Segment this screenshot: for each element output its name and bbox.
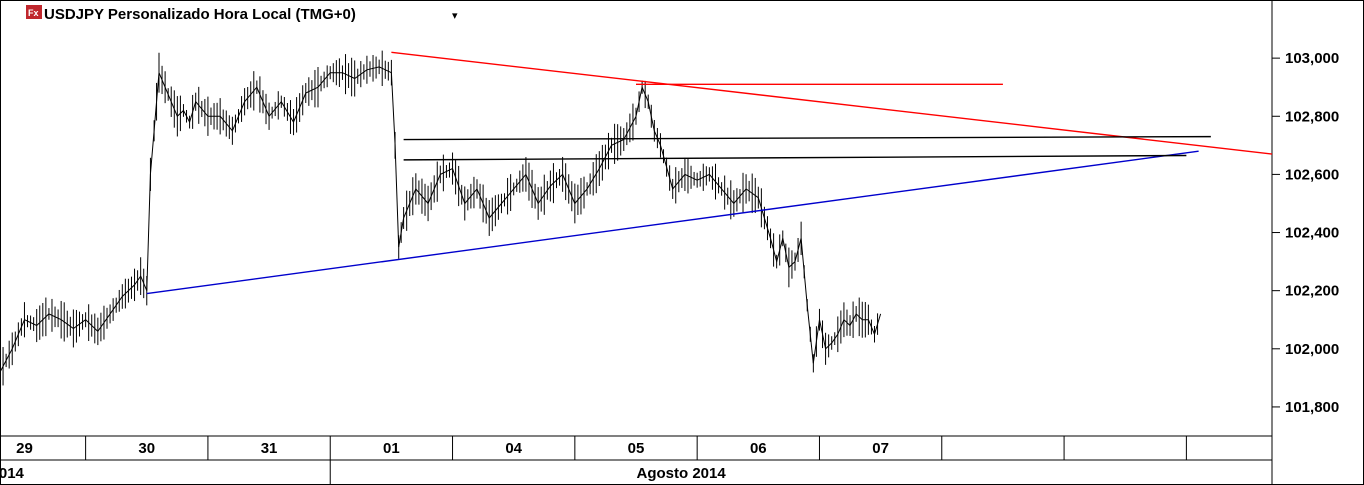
- y-tick-label: 101,800: [1285, 399, 1339, 416]
- x-tick-label: 01: [383, 440, 400, 457]
- y-tick-label: 102,400: [1285, 225, 1339, 242]
- candle-layer: [0, 50, 882, 386]
- axis-label-layer: 101,800 102,000 102,200 102,400 102,600 102,8…: [0, 50, 1339, 482]
- chart-header[interactable]: Fx USDJPY Personalizado Hora Local (TMG+…: [26, 5, 458, 23]
- x-tick-label: 30: [138, 440, 155, 457]
- month-label: Agosto 2014: [637, 465, 727, 482]
- x-tick-label: 07: [872, 440, 889, 457]
- y-tick-label: 102,800: [1285, 108, 1339, 125]
- x-tick-label: 04: [505, 440, 522, 457]
- tick-layer: [85, 57, 1280, 485]
- y-tick-label: 102,000: [1285, 341, 1339, 358]
- month-label: Julho 2014: [0, 465, 25, 482]
- trendline-support[interactable]: [146, 150, 1199, 295]
- trendline-layer: [146, 51, 1273, 295]
- fx-badge-icon: [26, 5, 42, 19]
- trendline-lower-horizontal[interactable]: [403, 154, 1187, 161]
- chevron-down-icon[interactable]: ▾: [452, 9, 458, 22]
- fx-badge-text: Fx: [28, 8, 39, 18]
- y-tick-label: 102,600: [1285, 166, 1339, 183]
- price-line: [0, 66, 882, 373]
- y-tick-label: 102,200: [1285, 283, 1339, 300]
- x-tick-label: 05: [628, 440, 645, 457]
- trendline-upper-horizontal[interactable]: [403, 135, 1211, 141]
- x-tick-label: 29: [16, 440, 33, 457]
- y-tick-label: 103,000: [1285, 50, 1339, 67]
- x-tick-label: 06: [750, 440, 767, 457]
- x-tick-label: 31: [261, 440, 278, 457]
- chart-title: USDJPY Personalizado Hora Local (TMG+0): [44, 6, 356, 23]
